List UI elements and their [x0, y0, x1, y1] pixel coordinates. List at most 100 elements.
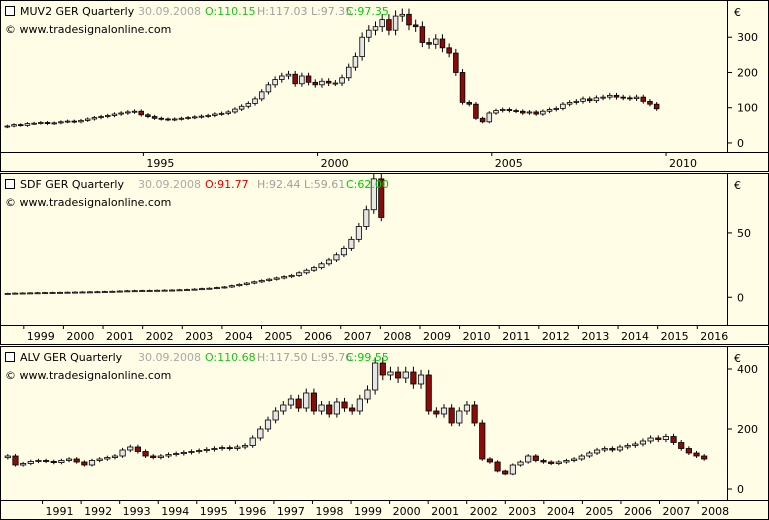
candle-up — [463, 404, 471, 412]
candle-up — [71, 291, 78, 294]
currency-symbol: € — [734, 6, 741, 19]
high-low-value: H:117.03 L:97.35 — [257, 5, 352, 18]
candle-up — [363, 209, 370, 227]
sdf-chart: €0 50 1999 2000 2001 2002 2003 2004 2005 2006 2007… — [0, 173, 769, 345]
candle-down — [142, 451, 149, 457]
candle-up — [232, 108, 238, 113]
candle-up — [279, 75, 285, 80]
candle-up — [573, 100, 580, 103]
candle-down — [325, 80, 332, 84]
candle-up — [257, 428, 264, 439]
candle-up — [169, 289, 176, 292]
candle-up — [192, 116, 198, 119]
candle-up — [560, 103, 566, 109]
x-tick-label: 2010 — [669, 157, 697, 170]
x-tick-label: 2005 — [495, 157, 523, 170]
candle-up — [64, 291, 71, 294]
candle-up — [211, 448, 218, 450]
candle-up — [78, 120, 84, 123]
candle-up — [399, 13, 406, 17]
candle-up — [218, 112, 225, 115]
candle-up — [370, 178, 377, 211]
candle-down — [473, 103, 479, 119]
candle-up — [118, 112, 124, 115]
chart-panel-sdf: €0 50 1999 2000 2001 2002 2003 2004 2005 2006 2007… — [0, 173, 769, 345]
x-tick-label: 1999 — [354, 505, 382, 518]
x-tick-label: 2011 — [502, 330, 530, 343]
x-tick-label: 2004 — [225, 330, 253, 343]
y-tick-label: 0 — [737, 291, 744, 304]
candle-down — [295, 398, 302, 409]
candle-down — [138, 110, 144, 116]
candle-down — [151, 116, 158, 119]
candle-up — [221, 286, 228, 289]
close-value: C:62.00 — [346, 178, 389, 191]
x-tick-label: 2007 — [344, 330, 372, 343]
candle-down — [627, 97, 633, 100]
candle-up — [486, 112, 493, 123]
candle-up — [24, 123, 31, 126]
candle-up — [34, 292, 41, 295]
x-tick-label: 2000 — [321, 157, 349, 170]
candle-down — [479, 422, 486, 460]
watermark: © www.tradesignalonline.com — [5, 196, 171, 209]
candle-down — [292, 73, 298, 85]
currency-symbol: € — [734, 179, 741, 192]
candle-up — [234, 446, 241, 449]
candle-up — [125, 111, 131, 114]
candle-up — [191, 288, 198, 291]
candle-up — [433, 38, 439, 45]
chart-panel-muv2: €0 100 200 300 1995 2000 2005 2010 MUV2 GER Quar… — [0, 0, 769, 172]
candle-up — [265, 84, 272, 93]
candle-down — [44, 122, 51, 124]
candle-up — [176, 289, 183, 292]
candle-up — [440, 407, 448, 415]
candle-up — [116, 290, 123, 293]
candle-down — [305, 75, 312, 83]
candle-up — [35, 460, 42, 462]
candle-down — [410, 371, 417, 385]
x-tick-label: 1996 — [238, 505, 266, 518]
candle-up — [198, 115, 205, 118]
candle-up — [205, 115, 211, 117]
candle-up — [241, 445, 249, 448]
candle-down — [341, 401, 348, 409]
candle-up — [86, 291, 93, 294]
candle-up — [499, 109, 506, 111]
candle-up — [101, 291, 108, 293]
x-tick-label: 2005 — [265, 330, 293, 343]
candle-down — [145, 114, 151, 117]
x-tick-label: 2001 — [431, 505, 459, 518]
candle-up — [647, 437, 654, 442]
candle-up — [517, 461, 524, 466]
chart-date: 30.09.2008 — [138, 351, 201, 364]
chart-title: ALV GER Quarterly — [20, 351, 123, 364]
x-tick-label: 1995 — [146, 157, 174, 170]
high-low-value: H:92.44 L:59.61 — [257, 178, 345, 191]
candle-down — [453, 52, 459, 73]
candle-up — [27, 461, 34, 464]
candle-down — [620, 96, 626, 99]
candle-up — [566, 102, 573, 105]
candle-down — [150, 455, 157, 458]
x-tick-label: 1992 — [84, 505, 112, 518]
candle-up — [339, 77, 345, 84]
x-tick-label: 2010 — [463, 330, 491, 343]
candle-up — [84, 118, 91, 121]
candle-up — [243, 282, 250, 285]
candle-up — [586, 452, 593, 457]
candle-up — [578, 455, 585, 460]
x-tick-label: 1994 — [161, 505, 189, 518]
candle-up — [104, 457, 111, 460]
candle-up — [273, 277, 280, 280]
candle-up — [352, 56, 359, 68]
candle-up — [131, 110, 138, 113]
candle-up — [31, 122, 37, 125]
candle-up — [355, 226, 362, 240]
candle-down — [479, 117, 486, 123]
candle-down — [446, 47, 452, 54]
candle-up — [49, 292, 56, 294]
currency-symbol: € — [734, 352, 741, 365]
x-tick-label: 2003 — [508, 505, 536, 518]
y-tick-label: 400 — [737, 363, 758, 376]
